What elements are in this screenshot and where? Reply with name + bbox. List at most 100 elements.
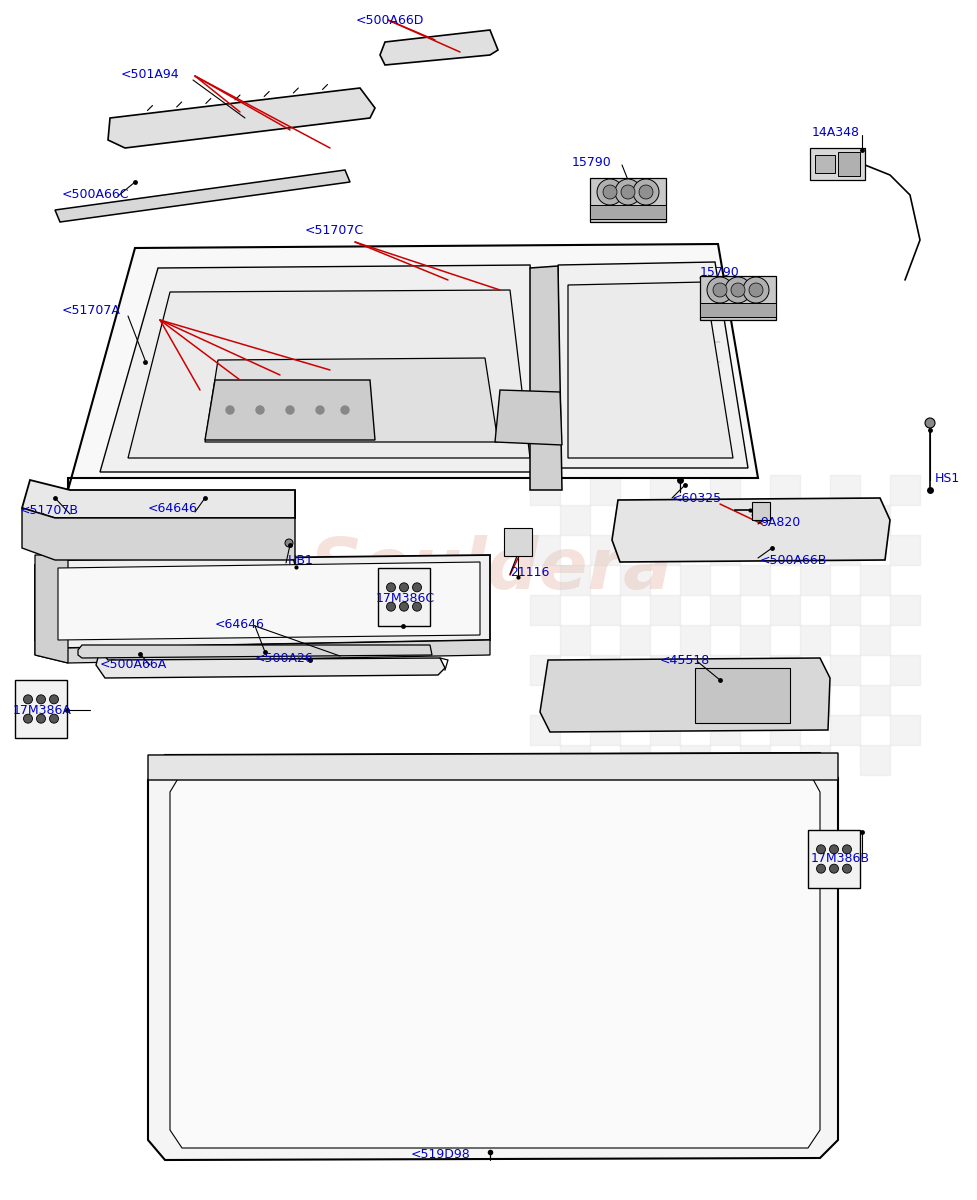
Bar — [829, 595, 859, 625]
Bar — [809, 148, 864, 180]
Bar — [530, 715, 560, 745]
Text: <60325: <60325 — [671, 492, 721, 504]
Circle shape — [285, 406, 294, 414]
Text: 17M386C: 17M386C — [375, 592, 434, 605]
Bar — [889, 535, 919, 565]
Bar — [619, 565, 650, 595]
Bar — [709, 655, 740, 685]
Bar — [619, 685, 650, 715]
Text: Souldera: Souldera — [310, 535, 672, 605]
Bar — [829, 475, 859, 505]
Bar — [859, 505, 889, 535]
Text: <64646: <64646 — [148, 502, 197, 515]
Bar — [695, 668, 789, 722]
Polygon shape — [68, 244, 757, 490]
Bar — [829, 655, 859, 685]
Bar — [799, 625, 829, 655]
Bar — [859, 625, 889, 655]
Circle shape — [36, 695, 46, 704]
Bar — [619, 505, 650, 535]
Bar — [679, 685, 709, 715]
Bar — [619, 745, 650, 775]
Bar — [769, 715, 799, 745]
Bar — [709, 475, 740, 505]
Circle shape — [386, 602, 395, 611]
Polygon shape — [78, 646, 432, 658]
Bar — [15, 680, 67, 738]
Bar — [650, 595, 679, 625]
Bar — [740, 505, 769, 535]
Circle shape — [632, 179, 658, 205]
Circle shape — [284, 539, 293, 547]
Polygon shape — [205, 380, 374, 440]
Polygon shape — [612, 498, 889, 562]
Bar — [769, 595, 799, 625]
Circle shape — [841, 864, 851, 874]
Bar — [560, 745, 589, 775]
Polygon shape — [100, 265, 554, 472]
Polygon shape — [148, 754, 837, 780]
Bar — [799, 565, 829, 595]
Bar — [679, 565, 709, 595]
Polygon shape — [21, 480, 295, 518]
Bar — [740, 685, 769, 715]
Bar — [829, 535, 859, 565]
Polygon shape — [55, 170, 350, 222]
Bar — [799, 685, 829, 715]
Polygon shape — [530, 266, 562, 490]
Text: <51707C: <51707C — [305, 223, 363, 236]
Bar — [589, 715, 619, 745]
Polygon shape — [35, 640, 489, 662]
Bar — [889, 655, 919, 685]
Bar — [650, 475, 679, 505]
Bar — [769, 535, 799, 565]
Bar — [889, 715, 919, 745]
Text: <64646: <64646 — [215, 618, 265, 631]
Circle shape — [226, 406, 234, 414]
Circle shape — [50, 714, 59, 724]
Text: <519D98: <519D98 — [409, 1148, 469, 1162]
Bar — [769, 655, 799, 685]
Circle shape — [341, 406, 349, 414]
Bar — [589, 178, 665, 222]
Circle shape — [386, 583, 395, 592]
Circle shape — [316, 406, 323, 414]
Text: <51707A: <51707A — [62, 304, 121, 317]
Polygon shape — [128, 290, 530, 458]
Bar — [560, 505, 589, 535]
Text: <500A66A: <500A66A — [100, 659, 167, 672]
Polygon shape — [35, 554, 489, 648]
Bar — [709, 595, 740, 625]
Text: 15790: 15790 — [700, 265, 739, 278]
Bar — [589, 475, 619, 505]
Bar — [740, 565, 769, 595]
Text: 17M386A: 17M386A — [13, 703, 71, 716]
Polygon shape — [568, 282, 732, 458]
Polygon shape — [148, 754, 837, 1160]
Circle shape — [724, 277, 750, 302]
Text: <45518: <45518 — [659, 654, 709, 666]
Circle shape — [23, 714, 32, 724]
Circle shape — [399, 602, 408, 611]
Bar — [589, 595, 619, 625]
Text: HB1: HB1 — [287, 553, 314, 566]
Polygon shape — [205, 358, 497, 442]
Bar — [859, 745, 889, 775]
Bar — [650, 715, 679, 745]
Polygon shape — [96, 650, 445, 678]
Bar — [679, 505, 709, 535]
Circle shape — [730, 283, 744, 296]
Bar — [799, 745, 829, 775]
Circle shape — [50, 695, 59, 704]
Circle shape — [256, 406, 264, 414]
Polygon shape — [58, 562, 480, 640]
Polygon shape — [558, 262, 747, 468]
Circle shape — [924, 418, 934, 428]
Bar — [589, 655, 619, 685]
Bar — [807, 830, 859, 888]
Bar — [700, 302, 775, 317]
Circle shape — [743, 277, 768, 302]
Bar — [650, 535, 679, 565]
Bar — [560, 625, 589, 655]
Text: 21116: 21116 — [509, 566, 549, 580]
